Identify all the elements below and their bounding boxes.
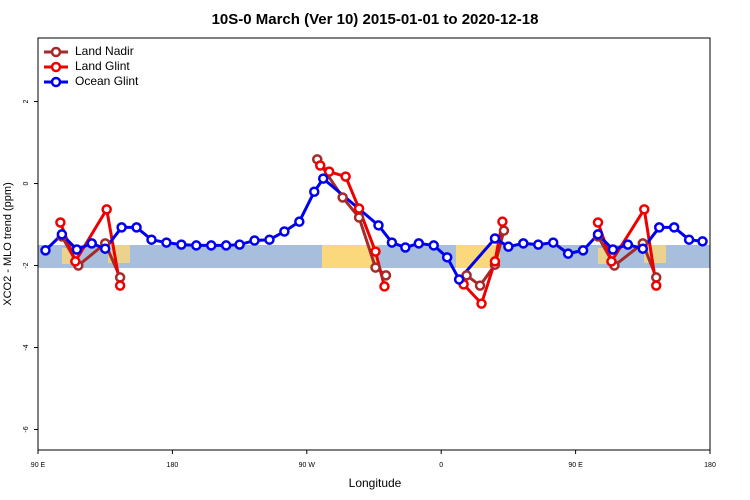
point (453, 274, 465, 285)
point (56, 229, 68, 240)
point (577, 245, 589, 256)
point (309, 186, 320, 197)
x-axis-label: Longitude (349, 476, 402, 490)
x-tick-label: 0 (439, 462, 443, 469)
point (650, 280, 662, 291)
point (497, 216, 508, 227)
point (489, 256, 501, 267)
point (176, 239, 187, 250)
y-axis-label: XCO2 - MLO trend (ppm) (2, 182, 14, 305)
point (413, 238, 425, 249)
point (161, 237, 172, 248)
land-patch (322, 245, 378, 268)
point (370, 262, 381, 273)
point (71, 244, 83, 255)
point (116, 222, 127, 233)
point (114, 280, 126, 291)
x-tick-label: 90 E (31, 462, 46, 469)
point (518, 238, 529, 249)
point (428, 240, 439, 251)
point (592, 217, 604, 228)
point (337, 192, 348, 203)
point (653, 222, 665, 233)
point (146, 234, 157, 245)
point (592, 229, 604, 240)
point (70, 256, 81, 267)
y-tick-label: 0 (23, 181, 30, 185)
point (380, 270, 392, 281)
point (234, 239, 245, 250)
point (353, 203, 365, 214)
point (386, 237, 398, 248)
point (668, 222, 680, 233)
y-tick-label: -4 (23, 344, 30, 350)
point (562, 248, 574, 259)
point (55, 217, 66, 228)
legend-label: Ocean Glint (75, 74, 139, 88)
point (370, 246, 381, 257)
point (323, 166, 335, 177)
point (489, 233, 501, 244)
y-tick-label: 2 (23, 99, 30, 103)
legend-marker (50, 46, 62, 58)
point (503, 241, 514, 252)
legend-marker (50, 76, 62, 88)
point (340, 171, 351, 182)
series-line (58, 164, 658, 306)
point (294, 216, 305, 227)
point (683, 234, 695, 245)
point (86, 238, 98, 249)
point (476, 298, 487, 309)
point (99, 243, 111, 254)
y-tick-label: -6 (23, 426, 30, 432)
x-tick-label: 180 (704, 462, 716, 469)
point (650, 272, 662, 283)
point (533, 239, 544, 250)
legend-label: Land Nadir (75, 44, 134, 58)
legend-marker (50, 61, 62, 73)
point (249, 235, 260, 246)
point (353, 212, 365, 223)
point (461, 270, 472, 281)
point (279, 226, 290, 237)
point (220, 240, 232, 251)
point (114, 272, 126, 283)
point (205, 240, 217, 251)
x-tick-label: 90 E (568, 462, 583, 469)
point (697, 236, 708, 247)
point (400, 242, 411, 253)
point (607, 244, 619, 255)
point (373, 220, 384, 231)
point (40, 245, 51, 256)
point (317, 173, 329, 184)
point (637, 243, 649, 254)
x-tick-label: 180 (167, 462, 179, 469)
y-tick-label: -2 (23, 262, 30, 268)
point (639, 204, 650, 215)
point (314, 160, 326, 171)
point (498, 225, 510, 236)
x-tick-label: 90 W (299, 462, 316, 469)
point (622, 239, 634, 250)
point (379, 281, 390, 292)
chart-title: 10S-0 March (Ver 10) 2015-01-01 to 2020-… (212, 11, 539, 28)
point (441, 252, 453, 263)
legend-label: Land Glint (75, 59, 130, 73)
point (547, 237, 559, 248)
point (606, 256, 617, 267)
point (474, 280, 486, 291)
point (191, 240, 202, 251)
point (131, 222, 142, 233)
plot-frame (37, 37, 711, 451)
point (101, 204, 112, 215)
point (264, 234, 275, 245)
